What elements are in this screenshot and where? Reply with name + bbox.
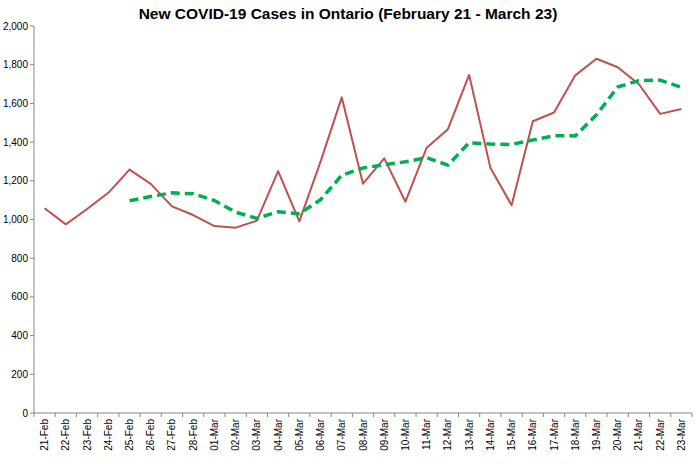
y-tick [30,64,34,65]
x-tick-label: 15-Mar [506,418,517,450]
x-tick-label: 25-Feb [124,419,135,451]
x-tick-label: 22-Feb [60,419,71,451]
x-tick-label: 12-Mar [442,418,453,450]
x-tick-label: 24-Feb [103,419,114,451]
x-tick-label: 06-Mar [315,418,326,450]
x-tick [331,413,332,417]
x-tick [161,413,162,417]
x-axis [34,413,692,414]
y-tick-label: 1,600 [3,98,28,109]
x-tick-label: 28-Feb [188,419,199,451]
x-tick [585,413,586,417]
x-tick-label: 18-Mar [570,418,581,450]
x-tick [76,413,77,417]
x-tick-label: 17-Mar [549,418,560,450]
x-tick [118,413,119,417]
series-line [45,59,682,228]
x-tick [692,413,693,417]
y-tick [30,296,34,297]
x-tick [34,413,35,417]
x-tick [479,413,480,417]
x-tick [500,413,501,417]
x-tick [309,413,310,417]
x-tick [352,413,353,417]
x-tick-label: 26-Feb [145,419,156,451]
x-tick-label: 09-Mar [379,418,390,450]
x-tick-label: 10-Mar [400,418,411,450]
x-tick-label: 11-Mar [421,418,432,450]
x-tick-label: 04-Mar [273,418,284,450]
x-tick-label: 07-Mar [336,418,347,450]
chart-container: New COVID-19 Cases in Ontario (February … [0,0,696,464]
x-tick [394,413,395,417]
x-tick-label: 05-Mar [294,418,305,450]
y-tick-label: 600 [11,291,28,302]
y-tick-label: 800 [11,253,28,264]
x-tick-label: 21-Mar [633,418,644,450]
x-tick [140,413,141,417]
y-tick-label: 1,000 [3,214,28,225]
x-tick [416,413,417,417]
x-tick [55,413,56,417]
y-tick [30,180,34,181]
x-tick [628,413,629,417]
x-tick [543,413,544,417]
x-tick-label: 23-Mar [676,418,687,450]
x-tick-label: 13-Mar [464,418,475,450]
x-tick [246,413,247,417]
x-tick-label: 02-Mar [230,418,241,450]
y-tick [30,103,34,104]
y-tick [30,413,34,414]
y-axis [34,26,35,413]
y-tick [30,26,34,27]
x-tick [267,413,268,417]
x-tick-label: 14-Mar [485,418,496,450]
x-tick [182,413,183,417]
x-tick-label: 21-Feb [39,419,50,451]
series-line [130,80,682,218]
y-tick-label: 1,400 [3,137,28,148]
y-tick [30,374,34,375]
x-tick-label: 22-Mar [655,418,666,450]
y-tick-label: 1,800 [3,59,28,70]
x-tick-label: 08-Mar [358,418,369,450]
plot-area [45,59,682,228]
y-tick-label: 1,200 [3,175,28,186]
y-tick-label: 0 [22,408,28,419]
x-tick-label: 19-Mar [591,418,602,450]
x-tick [203,413,204,417]
x-tick [670,413,671,417]
y-tick [30,142,34,143]
y-tick-label: 2,000 [3,21,28,32]
x-tick-label: 01-Mar [209,418,220,450]
y-tick [30,258,34,259]
x-tick [522,413,523,417]
chart-svg: New COVID-19 Cases in Ontario (February … [0,0,696,464]
x-tick [225,413,226,417]
x-tick [649,413,650,417]
x-tick-label: 23-Feb [82,419,93,451]
x-tick [607,413,608,417]
y-tick [30,335,34,336]
x-tick [373,413,374,417]
x-tick [564,413,565,417]
x-tick-label: 27-Feb [166,419,177,451]
x-tick-label: 20-Mar [612,418,623,450]
x-tick-label: 03-Mar [251,418,262,450]
x-tick-label: 16-Mar [527,418,538,450]
chart-title: New COVID-19 Cases in Ontario (February … [139,5,558,22]
x-tick [288,413,289,417]
x-tick [97,413,98,417]
x-tick [458,413,459,417]
y-tick-label: 200 [11,369,28,380]
y-tick [30,219,34,220]
y-tick-label: 400 [11,330,28,341]
x-tick [437,413,438,417]
